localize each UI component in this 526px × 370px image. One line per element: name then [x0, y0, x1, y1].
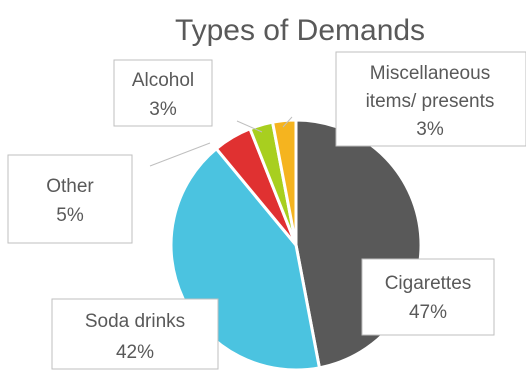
other-leader-line — [149, 142, 211, 167]
label-soda-drinks: Soda drinks — [85, 311, 185, 332]
label-cigarettes: Cigarettes — [385, 273, 472, 294]
percent-soda-drinks: 42% — [116, 342, 154, 363]
pie-slices — [169, 118, 423, 370]
percent-alcohol: 3% — [149, 99, 177, 120]
label-miscellaneous-line1: Miscellaneous — [370, 63, 490, 84]
callout-cigarettes: Cigarettes 47% — [361, 258, 495, 336]
callout-miscellaneous: Miscellaneous items/ presents 3% — [335, 51, 526, 147]
chart-title: Types of Demands — [175, 14, 425, 47]
label-other: Other — [46, 176, 94, 197]
percent-cigarettes: 47% — [409, 302, 447, 323]
pie-slice-miscellaneous-items-presents — [271, 118, 298, 247]
callout-alcohol: Alcohol 3% — [113, 59, 213, 127]
percent-other: 5% — [56, 205, 84, 226]
callout-soda-drinks: Soda drinks 42% — [51, 298, 219, 370]
callout-other: Other 5% — [7, 154, 133, 244]
label-alcohol: Alcohol — [132, 70, 194, 91]
percent-miscellaneous: 3% — [416, 119, 444, 140]
misc-leader-line — [282, 116, 293, 128]
label-miscellaneous-line2: items/ presents — [366, 91, 495, 112]
alcohol-leader-line — [236, 120, 263, 133]
